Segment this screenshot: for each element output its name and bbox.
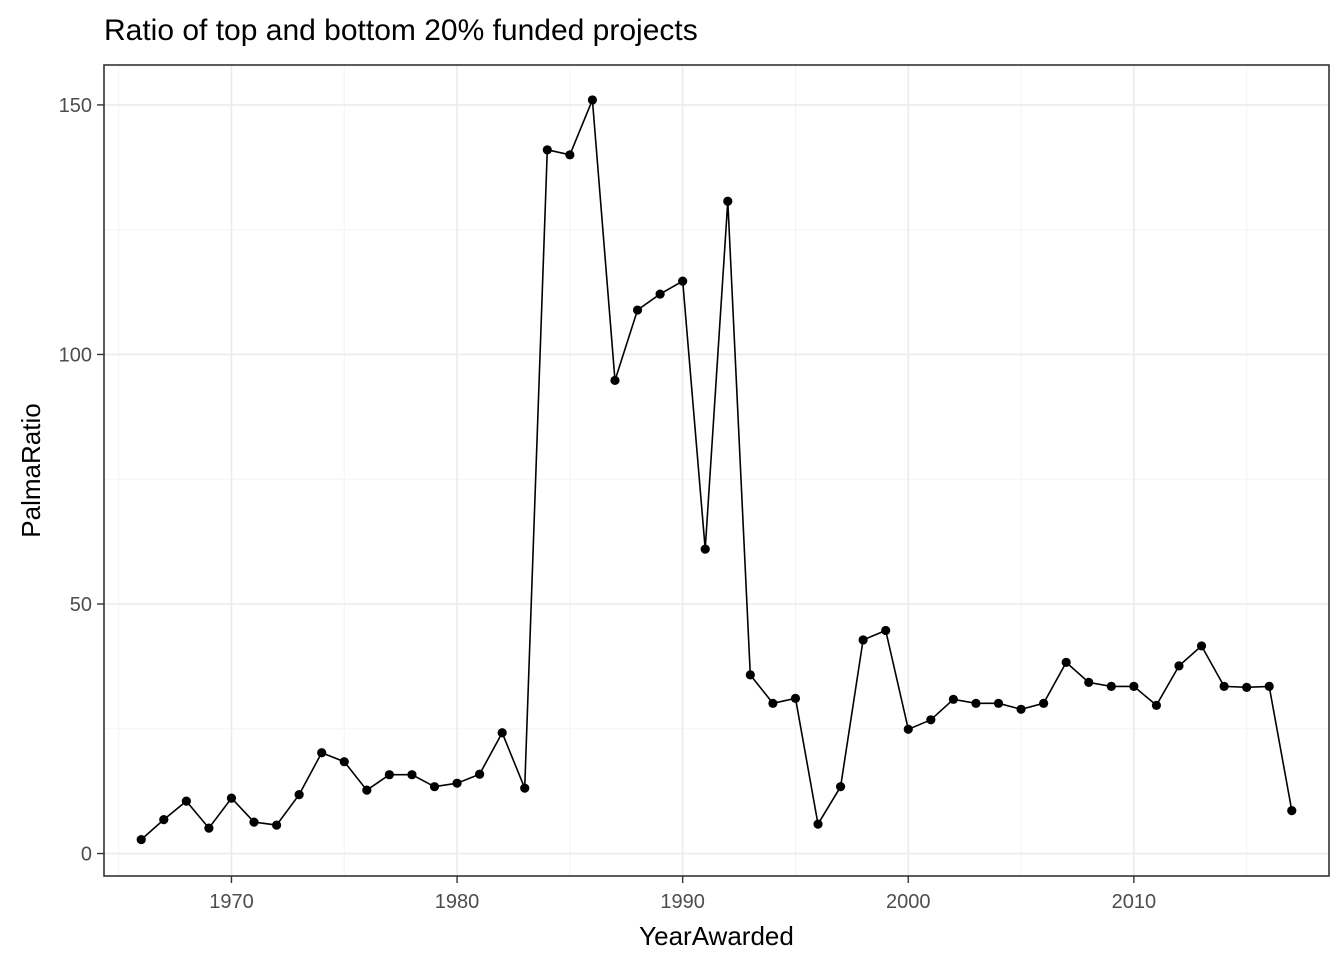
data-point [903,724,913,734]
data-point [858,635,868,645]
data-point [587,95,598,105]
data-point [159,815,169,825]
data-point [1219,681,1229,691]
data-series [136,95,1297,845]
data-point [1151,700,1162,710]
data-point [768,698,778,708]
data-point [520,783,530,793]
y-tick-label: 150 [59,95,92,117]
data-point [497,728,507,738]
data-point [993,698,1004,708]
plot-panel [103,64,1330,877]
y-tick-label: 100 [59,344,92,366]
data-point [429,782,440,792]
data-point [926,715,936,725]
data-point [1264,681,1274,691]
data-point [678,276,688,286]
data-point [249,817,259,827]
data-point [339,757,349,767]
data-point [881,625,891,636]
data-point [226,793,237,803]
data-point [655,289,665,299]
data-point [181,796,191,806]
grid [104,65,1329,876]
data-point [271,820,282,830]
data-point [745,670,755,680]
data-point [475,769,485,779]
series-line [140,99,1293,841]
data-point [362,785,372,795]
data-point [294,790,304,800]
data-point [1061,657,1071,667]
x-tick-label: 1990 [660,891,705,913]
x-tick-label: 1980 [435,891,480,913]
x-axis-title: YearAwarded [639,921,794,951]
data-point [1196,641,1207,651]
y-tick-label: 50 [70,594,92,616]
data-point [790,693,801,703]
x-tick-label: 1970 [209,891,254,913]
data-point [407,770,417,780]
data-point [1016,704,1026,714]
data-point [632,305,643,315]
data-point [610,375,620,386]
data-point [317,748,327,758]
data-point [835,782,846,792]
chart-title: Ratio of top and bottom 20% funded proje… [104,14,698,47]
data-point [700,544,710,554]
axis-ticks: 1970 1980 1990 2000 2010 0 50 100 150 [59,95,1156,913]
data-point [565,150,575,160]
data-point [948,694,958,704]
data-point [542,145,552,155]
data-point [971,698,981,708]
data-point [1106,681,1116,691]
x-tick-label: 2010 [1112,891,1157,913]
data-point [1129,681,1139,691]
data-point [384,770,394,780]
y-tick-label: 0 [81,844,92,866]
data-point [1242,682,1252,692]
data-point [723,196,733,206]
data-point [452,778,462,788]
data-point [1287,806,1297,816]
data-point [1039,698,1049,708]
data-point [136,834,146,845]
data-point [204,823,214,833]
y-axis-title: PalmaRatio [16,403,46,537]
data-point [813,819,823,829]
x-tick-label: 2000 [886,891,931,913]
data-point [1084,677,1094,687]
data-point [1174,661,1184,671]
